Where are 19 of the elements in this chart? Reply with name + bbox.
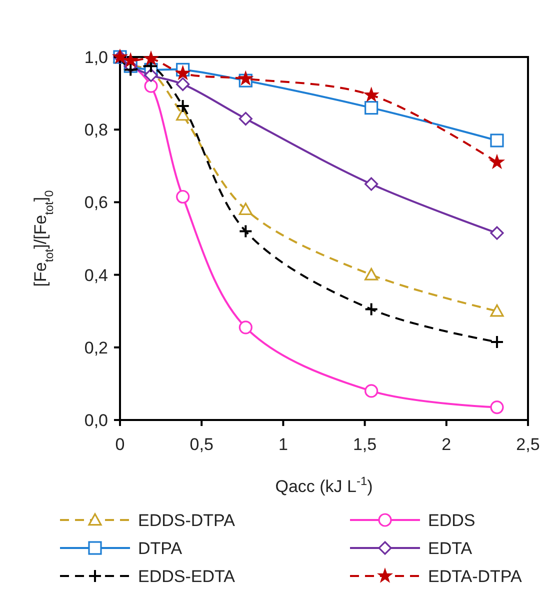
x-tick-label: 1,5 bbox=[352, 435, 377, 454]
y-tick-label: 0,0 bbox=[84, 410, 108, 430]
legend-label: EDTA bbox=[428, 538, 473, 558]
x-tick-label: 1 bbox=[278, 435, 288, 454]
legend-label: EDTA-DTPA bbox=[428, 566, 522, 586]
legend-label: DTPA bbox=[138, 538, 183, 558]
x-tick-label: 2,5 bbox=[516, 435, 540, 454]
x-tick-label: 2 bbox=[442, 435, 452, 454]
x-tick-label: 0 bbox=[115, 435, 125, 454]
y-tick-label: 0,2 bbox=[84, 338, 108, 358]
x-tick-label: 0,5 bbox=[190, 435, 214, 454]
legend-label: EDDS-EDTA bbox=[138, 566, 236, 586]
y-tick-label: 0,8 bbox=[84, 120, 108, 140]
x-axis-title: Qacc (kJ L$^{-1}$) bbox=[275, 474, 373, 496]
y-tick-label: 0,4 bbox=[84, 266, 108, 285]
y-tick-label: 1,0 bbox=[84, 48, 108, 67]
legend-label: EDDS-DTPA bbox=[138, 510, 236, 530]
y-tick-label: 0,6 bbox=[84, 193, 108, 212]
legend-label: EDDS bbox=[428, 510, 476, 530]
